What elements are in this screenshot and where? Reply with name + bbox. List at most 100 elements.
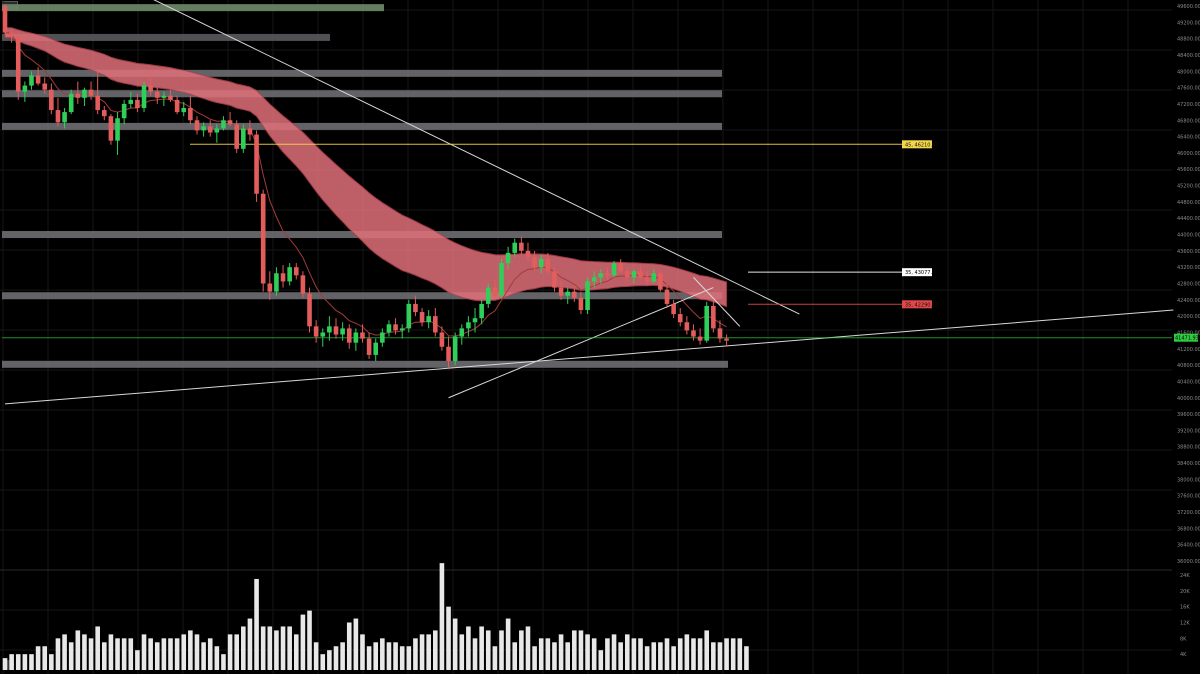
- candle-body: [260, 193, 266, 284]
- volume-bar: [22, 654, 28, 670]
- price-tick-label: 46800.00: [1177, 118, 1200, 124]
- volume-bar: [439, 563, 445, 670]
- volume-bar: [505, 618, 511, 670]
- volume-bar: [115, 638, 120, 670]
- volume-bar: [697, 638, 703, 670]
- price-tick-label: 36400.00: [1177, 543, 1200, 549]
- volume-bar: [307, 610, 312, 670]
- volume-bar: [538, 638, 544, 670]
- volume-bar: [373, 642, 379, 670]
- volume-bar: [479, 626, 484, 670]
- candle-body: [585, 281, 590, 311]
- candle-body: [75, 93, 81, 98]
- volume-bar: [684, 634, 690, 670]
- volume-bar: [2, 658, 8, 670]
- candle-body: [121, 103, 127, 119]
- candle-body: [439, 332, 445, 347]
- volume-bar: [35, 646, 41, 670]
- volume-bar: [82, 634, 87, 670]
- volume-bar: [135, 650, 140, 670]
- candle-body: [413, 303, 418, 313]
- candle-body: [446, 346, 451, 362]
- candle-body: [340, 328, 345, 335]
- candle-body: [154, 91, 160, 98]
- candle-body: [15, 36, 21, 92]
- price-tick-label: 48400.00: [1177, 53, 1200, 59]
- candle-body: [591, 277, 597, 282]
- candle-body: [399, 328, 405, 331]
- candle-body: [386, 324, 392, 333]
- candle-body: [492, 287, 498, 296]
- candle-body: [711, 305, 716, 329]
- volume-bar: [68, 642, 74, 670]
- volume-bar: [644, 646, 650, 670]
- volume-bar: [611, 634, 617, 670]
- candle-body: [274, 273, 279, 292]
- volume-bar: [154, 642, 160, 670]
- candle-body: [419, 312, 425, 323]
- candle-body: [658, 273, 663, 290]
- candle-body: [611, 263, 617, 276]
- candle-body: [373, 342, 379, 355]
- candle-body: [201, 126, 206, 131]
- price-tick-label: 43200.00: [1177, 265, 1200, 271]
- price-tick-label: 42800.00: [1177, 282, 1200, 288]
- volume-bar: [605, 638, 610, 670]
- volume-bar: [380, 638, 385, 670]
- candle-body: [148, 85, 153, 92]
- volume-bar: [340, 642, 345, 670]
- volume-bar: [512, 642, 518, 670]
- zone-band: [2, 360, 728, 368]
- volume-bar: [525, 626, 531, 670]
- volume-bar: [360, 634, 365, 670]
- volume-bar: [287, 626, 292, 670]
- volume-bar: [346, 622, 352, 670]
- volume-bar: [585, 634, 590, 670]
- price-tick-label: 49600.00: [1177, 4, 1200, 10]
- price-tick-label: 48800.00: [1177, 37, 1200, 43]
- volume-bar: [466, 626, 471, 670]
- candle-body: [293, 267, 299, 276]
- zone-band: [2, 4, 384, 12]
- volume-bar: [459, 634, 465, 670]
- candle-body: [479, 303, 484, 319]
- price-tick-label: 37600.00: [1177, 494, 1200, 500]
- volume-bar: [353, 618, 359, 670]
- price-tick-label: 46400.00: [1177, 135, 1200, 141]
- candle-body: [280, 273, 286, 282]
- candle-body: [393, 324, 398, 331]
- volume-bar: [194, 634, 200, 670]
- candle-body: [320, 332, 326, 337]
- candle-body: [221, 120, 226, 129]
- candle-body: [704, 305, 710, 341]
- volume-bar: [711, 642, 716, 670]
- candle-body: [214, 128, 220, 133]
- price-tick-label: 45200.00: [1177, 184, 1200, 190]
- candle-body: [717, 328, 723, 339]
- volume-bar: [29, 654, 34, 670]
- price-tick-label: 41200.00: [1177, 347, 1200, 353]
- price-tick-label: 38800.00: [1177, 445, 1200, 451]
- volume-bar: [280, 626, 286, 670]
- volume-bar: [446, 606, 451, 670]
- volume-bar: [552, 642, 557, 670]
- candle-body: [466, 322, 471, 329]
- zone-band: [2, 122, 722, 130]
- volume-tick-label: 12K: [1180, 621, 1190, 627]
- candle-body: [519, 242, 524, 251]
- candle-body: [558, 287, 564, 296]
- candle-body: [181, 108, 187, 113]
- candle-body: [2, 6, 8, 33]
- candle-body: [241, 128, 246, 149]
- volume-bar: [472, 638, 478, 670]
- candle-body: [108, 116, 114, 141]
- candle-body: [49, 89, 54, 111]
- volume-bar: [241, 626, 246, 670]
- price-tick-label: 42400.00: [1177, 298, 1200, 304]
- price-tags: 45, 46210.92 35, 43077.36 35, 42290.13 4147…: [902, 140, 1199, 342]
- candle-body: [247, 128, 253, 135]
- trend-line-steep: [693, 277, 741, 327]
- price-tick-label: 40800.00: [1177, 363, 1200, 369]
- candle-body: [82, 89, 87, 98]
